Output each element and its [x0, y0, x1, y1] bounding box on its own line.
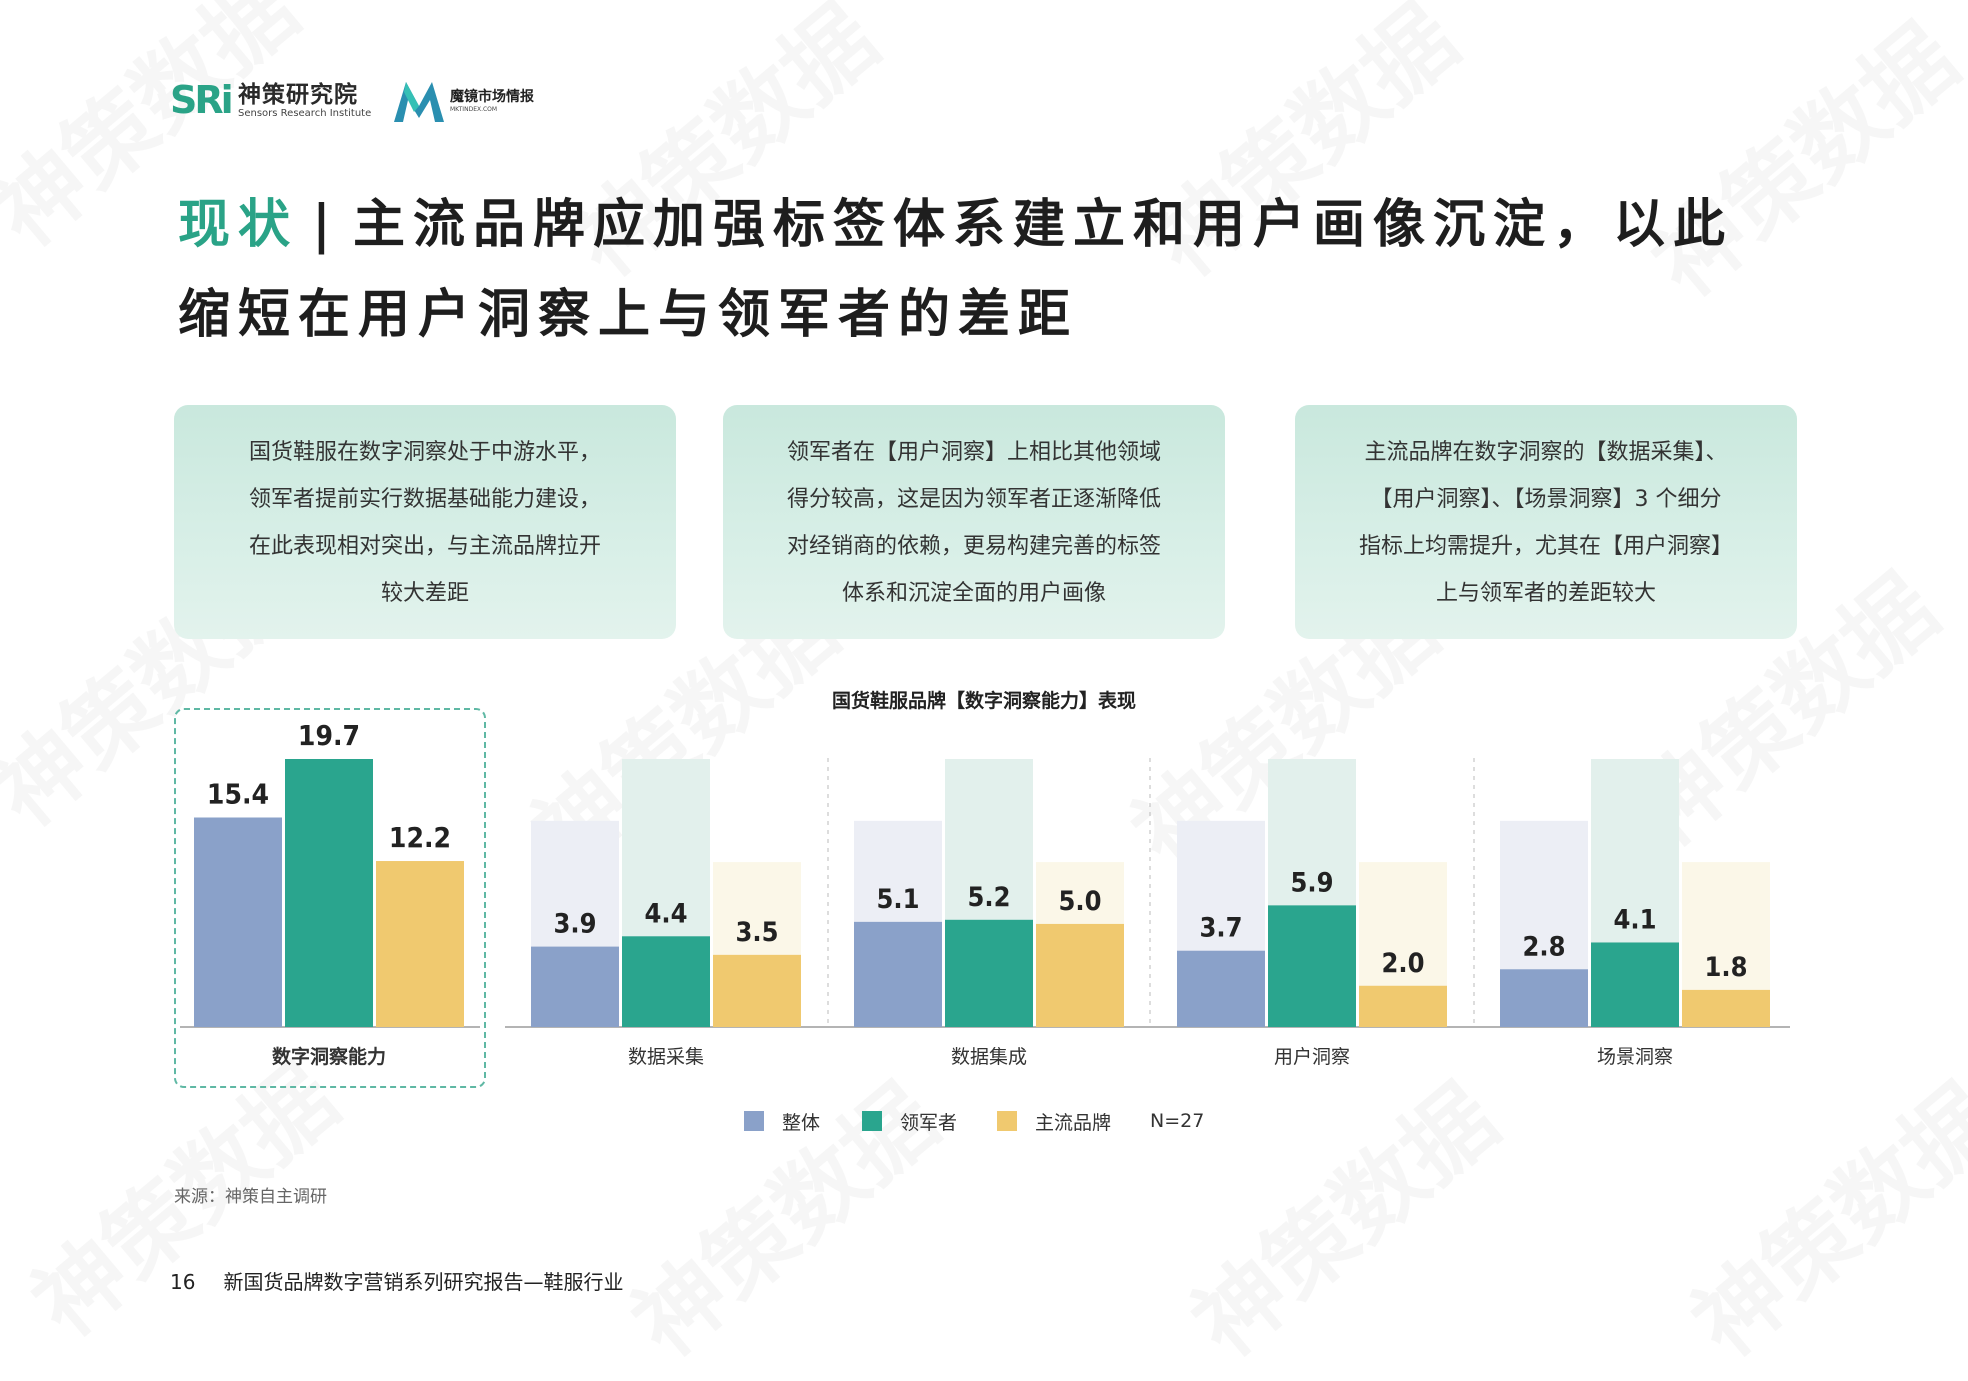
- page-title-line1: 现状 | 主流品牌应加强标签体系建立和用户画像沉淀，以此: [178, 180, 1818, 270]
- mktindex-logo-icon: [394, 82, 444, 122]
- legend-label: 领军者: [900, 1111, 958, 1134]
- bar: [376, 861, 464, 1027]
- bar: [1036, 923, 1124, 1027]
- insight-card-line: 对经销商的依赖，更易构建完善的标签: [786, 534, 1161, 559]
- bar: [1177, 950, 1265, 1027]
- category-label: 数据采集: [628, 1046, 704, 1068]
- insight-card-3: 主流品牌在数字洞察的【数据采集】、 【用户洞察】、【场景洞察】3 个细分 指标上…: [1295, 405, 1797, 639]
- page-footer: 16 新国货品牌数字营销系列研究报告—鞋服行业: [170, 1266, 623, 1295]
- bar: [1500, 969, 1588, 1027]
- legend-swatch: [744, 1111, 764, 1131]
- bar: [1682, 989, 1770, 1027]
- insight-card-line: 主流品牌在数字洞察的【数据采集】、: [1364, 440, 1728, 465]
- page-title: 现状 | 主流品牌应加强标签体系建立和用户画像沉淀，以此 缩短在用户洞察上与领军者的…: [178, 180, 1818, 360]
- data-label: 4.4: [644, 898, 687, 929]
- bar: [1268, 905, 1356, 1027]
- chart-title: 国货鞋服品牌【数字洞察能力】表现: [831, 690, 1136, 712]
- category-label: 数据集成: [951, 1046, 1027, 1068]
- category-label: 场景洞察: [1597, 1046, 1673, 1068]
- data-label: 1.8: [1704, 952, 1747, 983]
- bar: [945, 919, 1033, 1027]
- data-label: 19.7: [298, 719, 360, 752]
- data-label: 2.8: [1522, 931, 1565, 962]
- legend-swatch: [997, 1111, 1017, 1131]
- legend-note: N=27: [1150, 1110, 1205, 1132]
- bar: [285, 759, 373, 1027]
- legend-item-mainstream: 主流品牌: [997, 1106, 1111, 1136]
- insight-card-line: 领军者提前实行数据基础能力建设，: [248, 487, 601, 512]
- category-label: 数字洞察能力: [272, 1045, 386, 1068]
- legend-item-overall: 整体: [744, 1106, 820, 1136]
- bar: [854, 921, 942, 1027]
- legend-label: 主流品牌: [1035, 1111, 1112, 1134]
- legend-swatch: [862, 1111, 882, 1131]
- data-label: 5.1: [876, 884, 919, 915]
- chart-legend: 整体 领军者 主流品牌 N=27: [0, 1106, 1968, 1136]
- sri-logo-text: 神策研究院 Sensors Research Institute: [238, 82, 371, 120]
- data-label: 3.9: [553, 909, 596, 940]
- mktindex-logo-cn: 魔镜市场情报: [450, 89, 534, 105]
- insight-card-line: 上与领军者的差距较大: [1435, 581, 1656, 606]
- bar: [1591, 942, 1679, 1027]
- legend-item-leader: 领军者: [862, 1106, 957, 1136]
- bar: [622, 936, 710, 1027]
- data-label: 5.9: [1290, 867, 1333, 898]
- insight-card-2: 领军者在【用户洞察】上相比其他领域 得分较高，这是因为领军者正逐渐降低 对经销商…: [723, 405, 1225, 639]
- insight-card-line: 【用户洞察】、【场景洞察】3 个细分: [1370, 487, 1722, 512]
- data-label: 3.7: [1199, 913, 1242, 944]
- category-label: 用户洞察: [1274, 1046, 1350, 1068]
- bar: [713, 954, 801, 1027]
- sri-logo-cn: 神策研究院: [238, 82, 358, 108]
- insight-card-1: 国货鞋服在数字洞察处于中游水平， 领军者提前实行数据基础能力建设， 在此表现相对…: [174, 405, 676, 639]
- insight-card-line: 得分较高，这是因为领军者正逐渐降低: [786, 487, 1161, 512]
- sri-logo-en: Sensors Research Institute: [238, 108, 372, 119]
- insight-card-line: 体系和沉淀全面的用户画像: [841, 581, 1106, 606]
- mktindex-logo-en: MKTINDEX.COM: [450, 106, 498, 113]
- report-name: 新国货品牌数字营销系列研究报告—鞋服行业: [223, 1270, 624, 1294]
- data-label: 2.0: [1381, 948, 1424, 979]
- page-number: 16: [170, 1270, 196, 1294]
- bar: [531, 946, 619, 1027]
- insight-card-line: 国货鞋服在数字洞察处于中游水平，: [248, 440, 601, 465]
- source-note: 来源：神策自主调研: [174, 1187, 327, 1207]
- data-label: 5.0: [1058, 886, 1101, 917]
- insight-card-line: 领军者在【用户洞察】上相比其他领域: [786, 440, 1161, 465]
- bar: [194, 817, 282, 1027]
- data-label: 4.1: [1613, 904, 1656, 935]
- mktindex-logo-text: 魔镜市场情报 MKTINDEX.COM: [450, 88, 534, 114]
- insight-card-line: 在此表现相对突出，与主流品牌拉开: [248, 534, 601, 559]
- data-label: 12.2: [389, 821, 451, 854]
- insight-card-line: 较大差距: [380, 581, 469, 606]
- page-title-line2: 缩短在用户洞察上与领军者的差距: [178, 284, 1079, 345]
- title-accent: 现状: [178, 194, 299, 255]
- legend-label: 整体: [782, 1111, 821, 1134]
- sri-logo-mark: SRi: [170, 78, 234, 122]
- bar: [1359, 985, 1447, 1027]
- data-label: 5.2: [967, 882, 1010, 913]
- total-score-highlight-box: [174, 708, 486, 1088]
- title-line1-text: 主流品牌应加强标签体系建立和用户画像沉淀，以此: [352, 194, 1733, 255]
- data-label: 3.5: [735, 917, 778, 948]
- data-label: 15.4: [207, 777, 269, 810]
- insight-card-line: 指标上均需提升，尤其在【用户洞察】: [1358, 534, 1733, 559]
- title-separator: |: [312, 194, 339, 255]
